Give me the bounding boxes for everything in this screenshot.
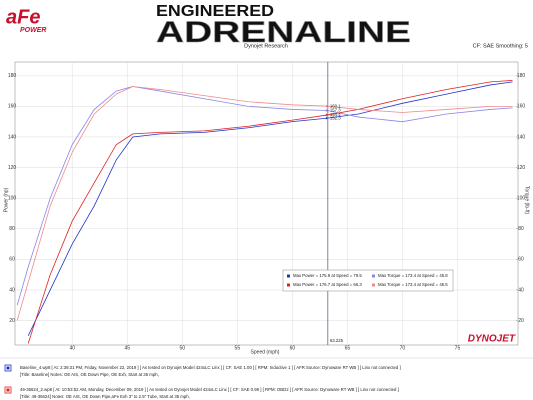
y-tick-label: 20 <box>9 318 15 324</box>
y2-tick-label: 160 <box>517 104 526 110</box>
x-tick-label: 60 <box>290 345 296 351</box>
cursor-marker <box>325 113 328 117</box>
x-axis-label: Speed (mph) <box>251 349 280 355</box>
y2-tick-label: 80 <box>518 226 524 232</box>
run-info: 49-36624_2.wp8 [ At: 10:53:52 AM, Monday… <box>20 387 399 392</box>
legend-swatch <box>372 283 375 287</box>
cursor-value: 157.3 <box>330 108 341 113</box>
y-tick-label: 140 <box>8 134 17 140</box>
legend-entry: Max Torque = 173.4 at Speed = 45.8 <box>378 273 448 278</box>
x-tick-label: 70 <box>400 345 406 351</box>
y2-tick-label: 40 <box>518 287 524 293</box>
cursor-marker <box>325 104 328 108</box>
ticks: 40 45 50 55 60 65 70 75 20 40 60 80 100 120 140 160 180 2… <box>8 62 526 351</box>
cursor-value: 154.4 <box>330 112 341 117</box>
y-tick-label: 160 <box>8 104 17 110</box>
y2-tick-label: 20 <box>518 318 524 324</box>
x-tick-label: 75 <box>455 345 461 351</box>
y-tick-label: 40 <box>9 287 15 293</box>
series-line <box>16 86 513 321</box>
run-check <box>6 388 10 392</box>
cursor-marker <box>325 116 328 120</box>
y2-tick-label: 180 <box>517 73 526 79</box>
header-title: ADRENALINE <box>156 16 411 49</box>
y-axis-label: Power (hp) <box>3 187 9 212</box>
y-tick-label: 120 <box>8 165 17 171</box>
x-tick-label: 40 <box>69 345 75 351</box>
settings-note: CF: SAE Smoothing: 5 <box>473 43 528 49</box>
run-info: Baseline_4.wp8 [ At: 2:39:31 PM, Friday,… <box>20 365 401 370</box>
y-tick-label: 60 <box>9 257 15 263</box>
y-tick-label: 100 <box>8 195 17 201</box>
legend-box <box>282 269 454 292</box>
legend-entry: Max Power = 175.9 at Speed = 79.5 <box>293 273 362 278</box>
y-tick-label: 180 <box>8 73 17 79</box>
logo: aFe <box>6 6 40 28</box>
y2-tick-label: 100 <box>517 195 526 201</box>
plot-frame <box>14 61 519 346</box>
series-line <box>16 86 513 306</box>
x-tick-label: 45 <box>124 345 130 351</box>
legend-entry: Max Torque = 173.4 at Speed = 45.5 <box>378 282 448 287</box>
y2-axis-label: Torque (lb-ft) <box>524 186 530 215</box>
x-tick-label: 55 <box>235 345 241 351</box>
series-line <box>27 81 513 336</box>
legend-swatch <box>287 283 290 287</box>
x-tick-label: 50 <box>180 345 186 351</box>
y2-tick-label: 60 <box>518 257 524 263</box>
cursor-value: 160.1 <box>330 103 341 108</box>
x-tick-label: 65 <box>345 345 351 351</box>
run-notes: [Title: 49-36624] Notes: OE AIS, OE Down… <box>20 394 190 399</box>
cursor-value: 152.3 <box>330 115 341 120</box>
legend-entry: Max Power = 176.7 at Speed = 66.3 <box>293 282 362 287</box>
legend-swatch <box>287 274 290 278</box>
logo-sub: POWER <box>20 27 46 34</box>
series-line <box>27 79 513 344</box>
chart-subtitle: Dynojet Research <box>244 43 288 49</box>
run-notes: [Title: Baseline] Notes: OE AIS, OE Down… <box>20 372 159 377</box>
legend-swatch <box>372 274 375 278</box>
y-tick-label: 80 <box>9 226 15 232</box>
cursor-label: 63.225 <box>330 338 344 343</box>
brand: DYNOJET <box>468 334 516 345</box>
tagline: ENGINEERED <box>156 3 274 20</box>
y2-tick-label: 120 <box>517 165 526 171</box>
run-check <box>6 366 10 370</box>
cursor-marker <box>325 108 328 112</box>
y2-tick-label: 140 <box>517 134 526 140</box>
